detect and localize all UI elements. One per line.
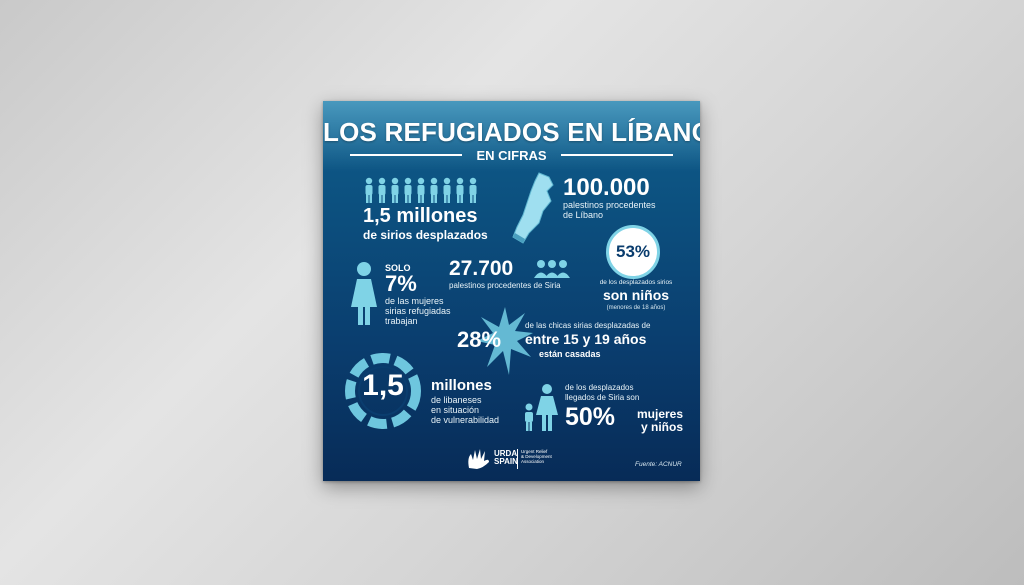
libaneses-value: 1,5: [362, 369, 404, 402]
mujeres-label-1: de las mujeres: [385, 296, 444, 306]
libaneses-label-1: de libaneses: [431, 395, 482, 405]
chicas-tail: están casadas: [539, 349, 601, 359]
mujeres-label-3: trabajan: [385, 316, 418, 326]
chicas-value: 28%: [457, 327, 502, 352]
libaneses-label-2: en situación: [431, 405, 480, 415]
ninos-circle: 53%: [606, 225, 660, 279]
woman-icon: [351, 262, 377, 325]
title-rule-right: [561, 154, 673, 156]
mujeres-label-2: sirias refugiadas: [385, 306, 451, 316]
desplazados-label-1: de los desplazados: [565, 383, 634, 392]
desplazados-highlight-2: y niños: [641, 420, 684, 434]
palestinos-siria-label: palestinos procedentes de Siria: [449, 281, 561, 290]
poster-title: LOS REFUGIADOS EN LÍBANO: [323, 117, 700, 147]
logo-name-line1: URDA: [494, 449, 518, 458]
libaneses-label-3: de vulnerabilidad: [431, 415, 500, 425]
urda-hand-logo-icon: [468, 449, 489, 469]
ninos-value: 53%: [615, 242, 651, 261]
ninos-note: (menores de 18 años): [606, 305, 666, 311]
poster-subtitle: EN CIFRAS: [476, 148, 547, 163]
logo-tagline-line2: & Development: [521, 454, 552, 459]
palestinos-siria-value: 27.700: [449, 257, 514, 280]
group-people-icon: [534, 260, 570, 278]
ninos-highlight: son niños: [602, 287, 670, 303]
desplazados-label-2: llegados de Siria son: [565, 393, 640, 402]
logo-name: URDA SPAIN: [494, 450, 518, 466]
desplazados-highlight-1: mujeres: [637, 407, 684, 421]
palestinos-libano-value: 100.000: [563, 174, 650, 201]
ninos-label: de los desplazados sirios: [599, 279, 673, 286]
splash-icon: [477, 307, 533, 375]
desplazados-value: 50%: [565, 403, 616, 431]
sirios-value: 1,5 millones: [363, 205, 478, 227]
sirios-label: de sirios desplazados: [363, 228, 488, 242]
title-rule-left: [350, 154, 462, 156]
logo-divider: [517, 449, 518, 469]
chicas-label: de las chicas sirias desplazadas de: [525, 321, 651, 330]
logo-tagline: Urgent Relief & Development Association: [521, 449, 552, 464]
hands-ring-icon: [345, 353, 421, 429]
logo-tagline-line3: Association: [521, 459, 545, 464]
infographic-poster: LOS REFUGIADOS EN LÍBANO EN CIFRAS 1,5 m…: [323, 101, 700, 481]
source-note: Fuente: ACNUR: [635, 461, 682, 468]
people-row-icon: [365, 177, 477, 203]
logo-name-line2: SPAIN: [494, 457, 518, 466]
lebanon-map-icon: [512, 172, 554, 244]
palestinos-libano-label-1: palestinos procedentes: [563, 200, 656, 210]
logo-tagline-line1: Urgent Relief: [521, 449, 548, 454]
palestinos-libano-label-2: de Líbano: [563, 210, 604, 220]
libaneses-word: millones: [431, 377, 492, 394]
mujeres-prefix: SOLO: [385, 263, 411, 273]
mother-child-icon: [525, 384, 558, 431]
mujeres-value: 7%: [385, 271, 417, 296]
chicas-highlight: entre 15 y 19 años: [525, 331, 647, 347]
